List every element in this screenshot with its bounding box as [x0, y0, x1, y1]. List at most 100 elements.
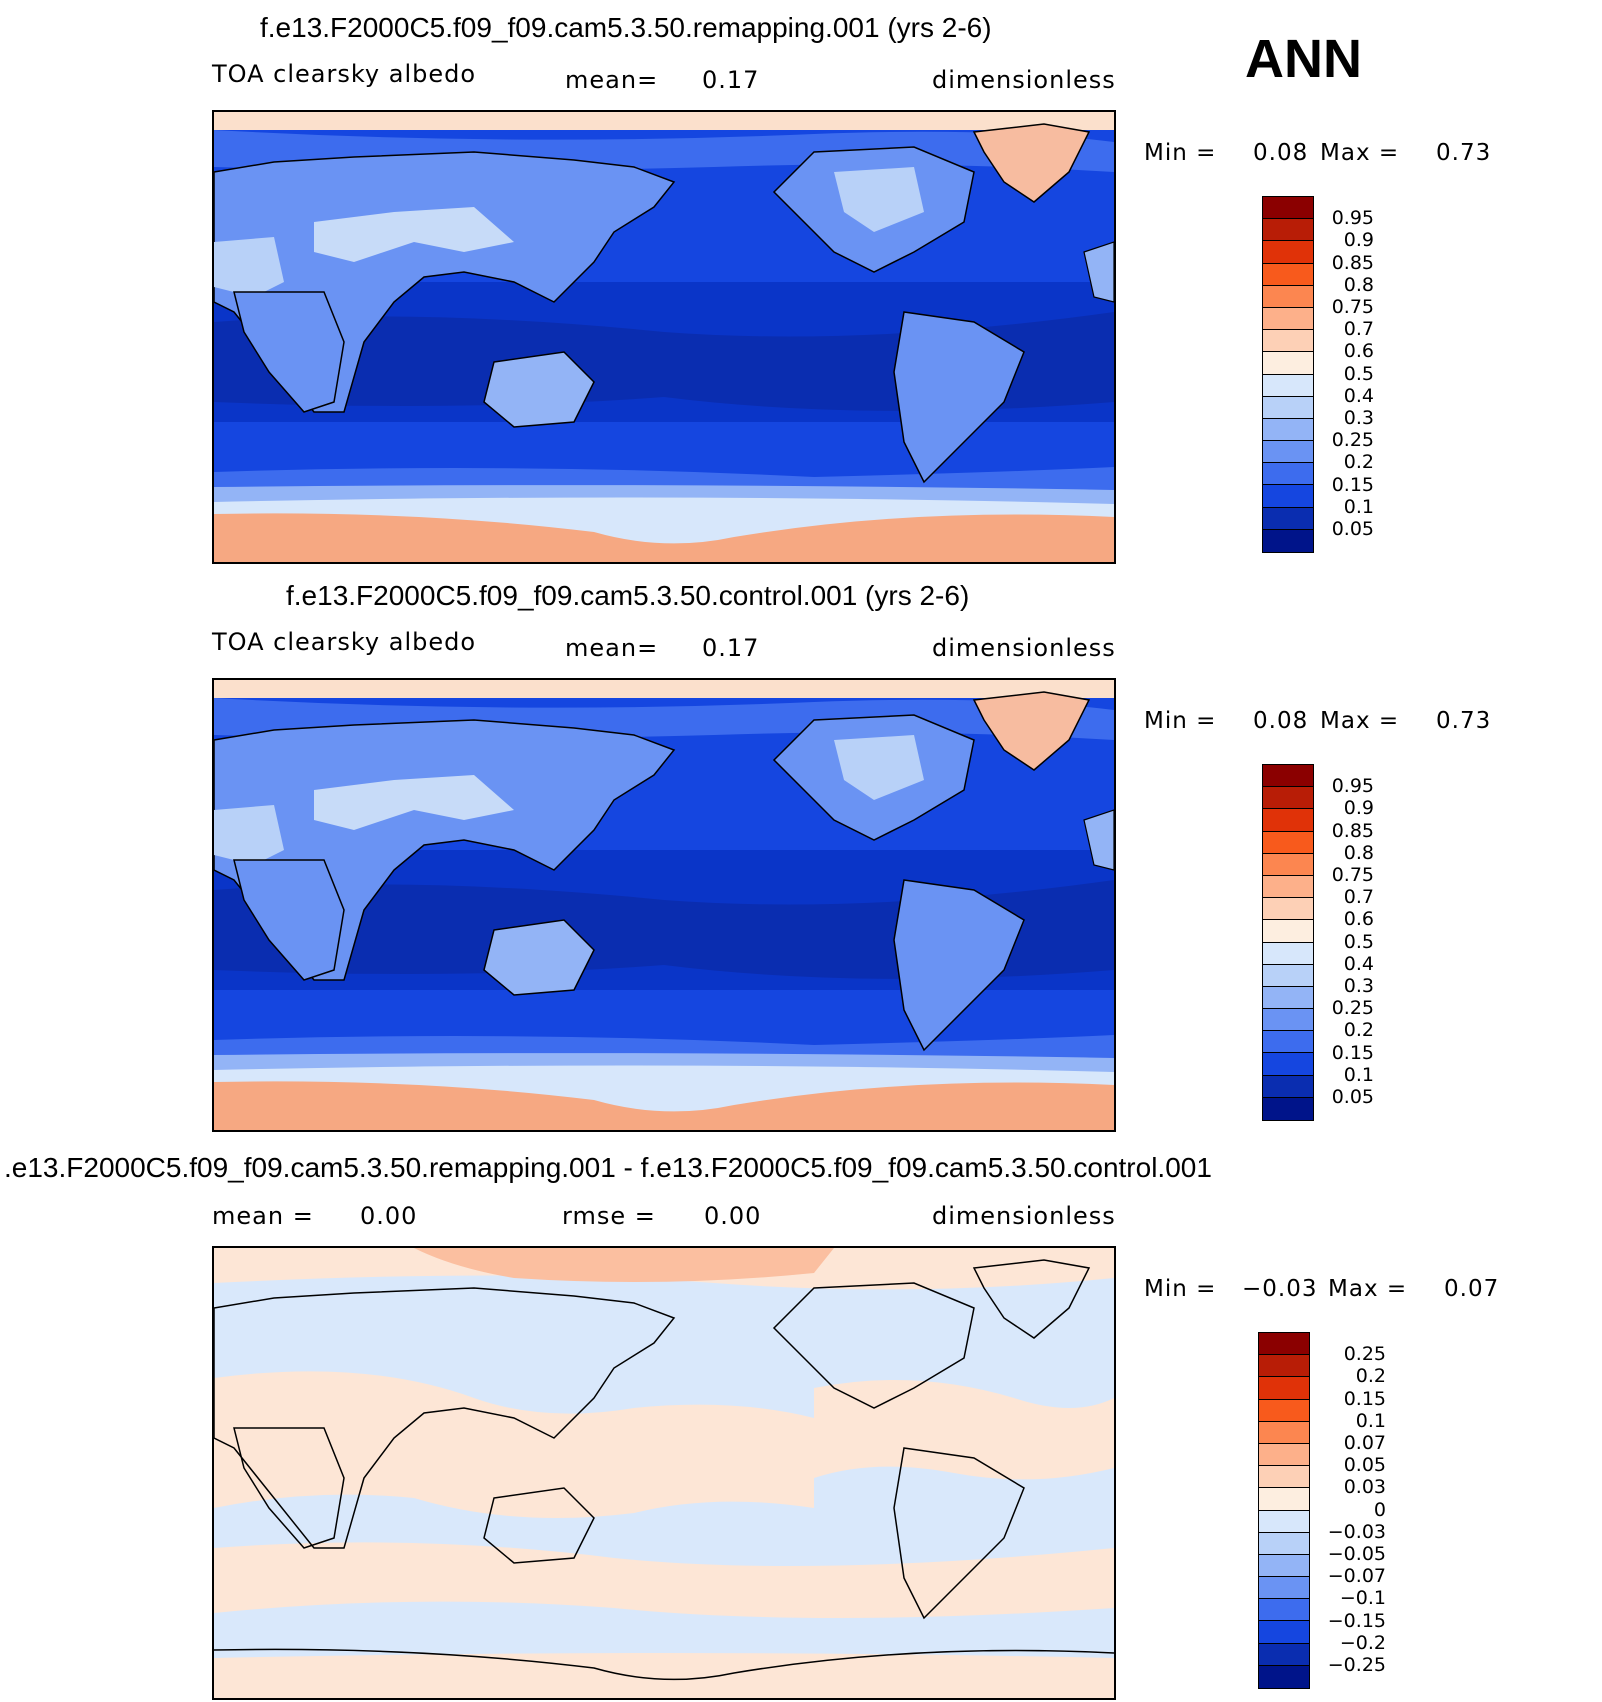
panel-1-mean-label: mean= [565, 66, 659, 94]
colorbar-label: 0.5 [1343, 362, 1374, 385]
colorbar-label: −0.2 [1339, 1631, 1386, 1654]
colorbar-swatch [1259, 1510, 1309, 1533]
colorbar-label: −0.25 [1327, 1654, 1386, 1676]
colorbar-label: 0.2 [1343, 451, 1374, 474]
colorbar-label: 0.7 [1343, 886, 1374, 909]
colorbar-swatch [1263, 418, 1313, 442]
colorbar-swatch [1263, 809, 1313, 832]
colorbar-swatch [1263, 485, 1313, 508]
colorbar-label: 0.85 [1331, 251, 1374, 274]
panel-2-mean-label: mean= [565, 634, 659, 662]
panel-2-map [212, 678, 1116, 1132]
panel-2-max-label: Max = [1320, 708, 1400, 734]
panel-3-min-label: Min = [1144, 1276, 1217, 1302]
colorbar-label: 0.15 [1331, 1041, 1374, 1064]
colorbar-label: 0.25 [1331, 997, 1374, 1020]
colorbar-swatch [1263, 197, 1313, 220]
colorbar-swatch [1263, 463, 1313, 486]
colorbar-swatch [1263, 219, 1313, 242]
panel-3-colorbar [1258, 1332, 1310, 1689]
colorbar-swatch [1263, 1009, 1313, 1032]
colorbar-label: −0.05 [1327, 1543, 1386, 1565]
colorbar-label: 0.75 [1331, 864, 1374, 886]
colorbar-swatch [1263, 1031, 1313, 1054]
colorbar-swatch [1259, 1488, 1309, 1511]
colorbar-swatch [1263, 920, 1313, 943]
panel-1-max-value: 0.73 [1436, 140, 1492, 166]
colorbar-label: 0.6 [1343, 340, 1374, 363]
colorbar-swatch [1263, 396, 1313, 419]
colorbar-swatch [1263, 285, 1313, 308]
colorbar-label: −0.07 [1327, 1565, 1386, 1588]
colorbar-swatch [1263, 241, 1313, 264]
panel-3-title: .e13.F2000C5.f09_f09.cam5.3.50.remapping… [4, 1152, 1212, 1183]
colorbar-swatch [1263, 1075, 1313, 1098]
colorbar-label: 0.5 [1343, 930, 1374, 953]
colorbar-swatch [1263, 1097, 1313, 1120]
colorbar-swatch [1263, 765, 1313, 788]
colorbar-label: −0.1 [1339, 1587, 1386, 1610]
panel-1-colorbar [1262, 196, 1314, 553]
panel-1-mean-value: 0.17 [702, 66, 760, 94]
panel-1-map-svg [214, 112, 1114, 562]
panel-3-mean-label: mean = [212, 1202, 314, 1230]
panel-3-map [212, 1246, 1116, 1700]
panel-1-units-label: dimensionless [932, 66, 1116, 94]
colorbar-label: 0.4 [1343, 384, 1374, 407]
panel-2-units-label: dimensionless [932, 634, 1116, 662]
panel-1-min-value: 0.08 [1253, 140, 1309, 166]
panel-2-variable-label: TOA clearsky albedo [212, 628, 477, 656]
panel-1-colorbar-labels: 0.95 0.9 0.85 0.8 0.75 0.7 0.6 0.5 0.4 0.3 0.25 0.2… [1300, 196, 1374, 552]
colorbar-label: 0.95 [1331, 207, 1374, 230]
colorbar-label: −0.03 [1327, 1520, 1386, 1543]
colorbar-label: 0.8 [1343, 841, 1374, 864]
colorbar-label: 0.75 [1331, 296, 1374, 318]
panel-2-min-label: Min = [1144, 708, 1217, 734]
panel-1-max-label: Max = [1320, 140, 1400, 166]
colorbar-swatch [1263, 441, 1313, 464]
colorbar-swatch [1263, 307, 1313, 331]
colorbar-label: 0.25 [1343, 1343, 1386, 1366]
colorbar-swatch [1263, 942, 1313, 965]
colorbar-label: 0.9 [1343, 229, 1374, 252]
colorbar-swatch [1259, 1443, 1309, 1467]
colorbar-swatch [1263, 352, 1313, 375]
colorbar-swatch [1263, 529, 1313, 552]
colorbar-label: 0.05 [1343, 1454, 1386, 1477]
colorbar-swatch [1263, 831, 1313, 854]
colorbar-label: 0.1 [1343, 1063, 1374, 1086]
colorbar-swatch [1259, 1421, 1309, 1444]
panel-3-map-svg [214, 1248, 1114, 1698]
panel-3-rmse-label: rmse = [562, 1202, 656, 1230]
colorbar-swatch [1263, 1053, 1313, 1076]
colorbar-label: 0.4 [1343, 952, 1374, 975]
panel-1-min-label: Min = [1144, 140, 1217, 166]
panel-1-title: f.e13.F2000C5.f09_f09.cam5.3.50.remappin… [260, 12, 992, 43]
colorbar-swatch [1263, 898, 1313, 921]
panel-1-variable-label: TOA clearsky albedo [212, 60, 477, 88]
colorbar-label: 0.8 [1343, 273, 1374, 296]
panel-2-mean-value: 0.17 [702, 634, 760, 662]
colorbar-swatch [1259, 1377, 1309, 1400]
colorbar-label: 0.95 [1331, 775, 1374, 798]
colorbar-swatch [1263, 964, 1313, 987]
panel-3-max-label: Max = [1328, 1276, 1408, 1302]
colorbar-swatch [1259, 1466, 1309, 1489]
panel-3-rmse-value: 0.00 [704, 1202, 762, 1230]
colorbar-label: 0.6 [1343, 908, 1374, 931]
colorbar-swatch [1263, 374, 1313, 397]
panel-3-max-value: 0.07 [1444, 1276, 1500, 1302]
panel-1-map [212, 110, 1116, 564]
colorbar-label: 0.05 [1331, 518, 1374, 540]
colorbar-swatch [1259, 1621, 1309, 1644]
colorbar-swatch [1263, 853, 1313, 876]
colorbar-label: 0.15 [1331, 473, 1374, 496]
colorbar-swatch [1263, 330, 1313, 353]
colorbar-swatch [1259, 1665, 1309, 1688]
colorbar-swatch [1259, 1399, 1309, 1422]
colorbar-swatch [1259, 1577, 1309, 1600]
colorbar-swatch [1263, 986, 1313, 1010]
colorbar-label: 0.1 [1355, 1409, 1386, 1432]
panel-3-mean-value: 0.00 [360, 1202, 418, 1230]
colorbar-label: 0.25 [1331, 429, 1374, 452]
